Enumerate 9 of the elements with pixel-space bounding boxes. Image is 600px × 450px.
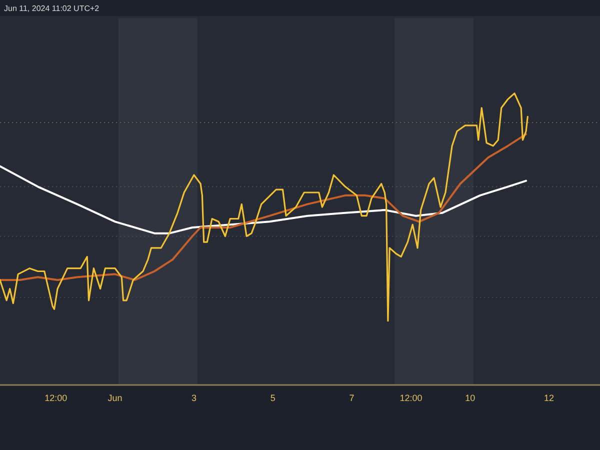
- text: Jun 11, 2024 11:02 UTC+2: [4, 4, 100, 13]
- x-tick-label: 5: [270, 393, 276, 403]
- x-tick-label: 10: [465, 393, 476, 403]
- x-tick-label: 12:00: [400, 393, 422, 403]
- x-tick-label: 12: [544, 393, 554, 403]
- x-tick-label: 12:00: [44, 393, 68, 403]
- x-tick-label: 7: [349, 393, 354, 403]
- x-tick-label: 3: [191, 393, 196, 403]
- x-tick-label: Jun: [108, 393, 122, 403]
